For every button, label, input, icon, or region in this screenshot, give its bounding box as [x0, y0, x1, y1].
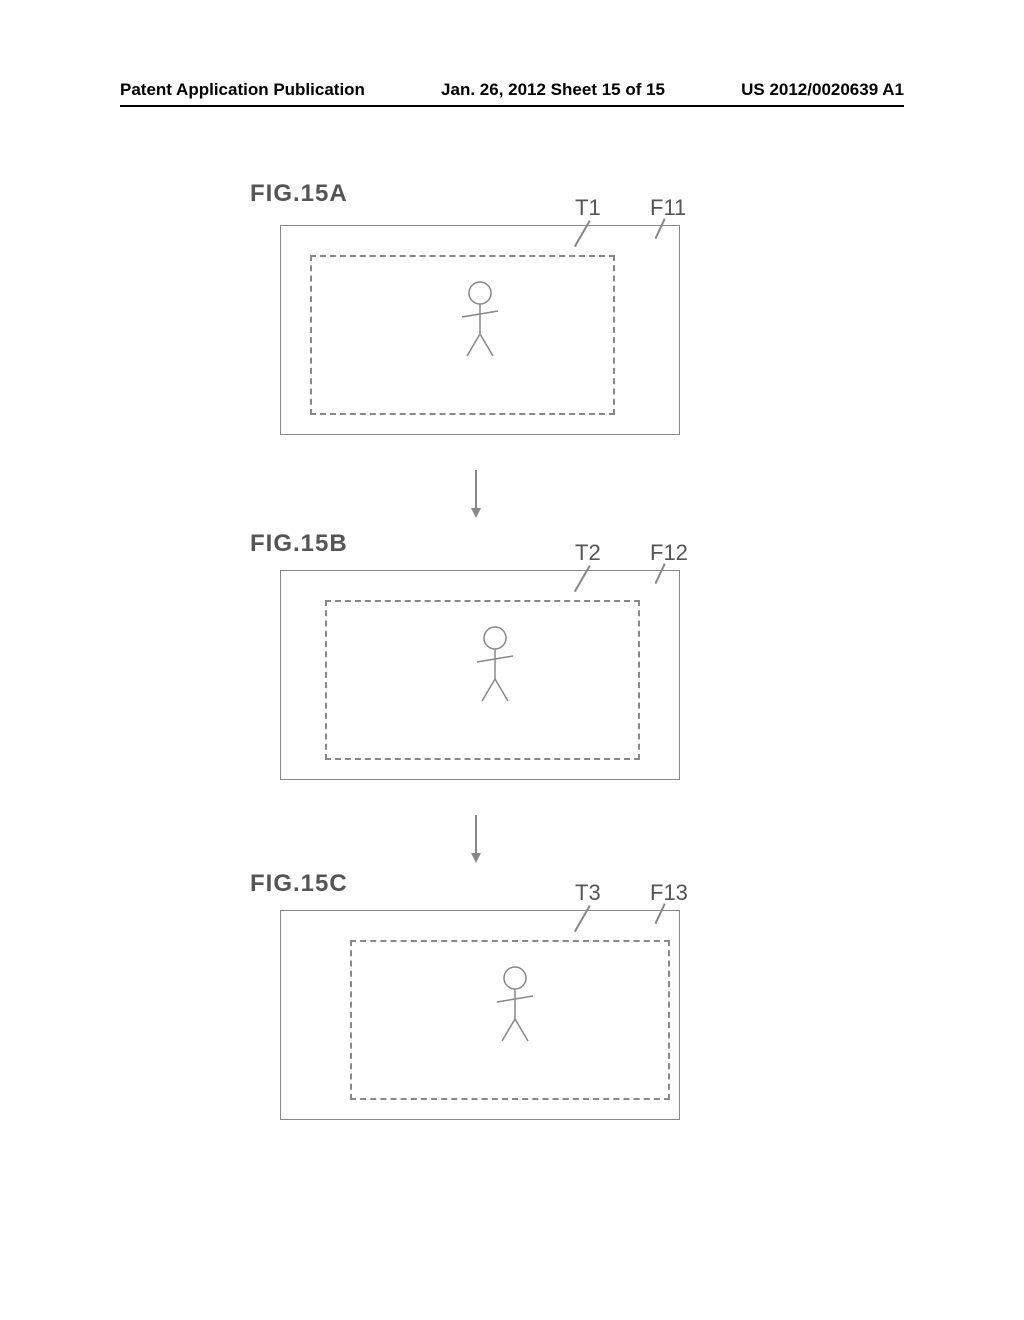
stick-figure-icon [445, 280, 515, 370]
header-right: US 2012/0020639 A1 [741, 80, 904, 100]
outer-region-label: F13 [650, 880, 688, 906]
figure-label: FIG.15C [250, 870, 348, 898]
figure-label: FIG.15A [250, 180, 348, 208]
inner-region-label: T1 [575, 195, 601, 221]
arrow-down-icon [475, 470, 477, 510]
inner-region-label: T3 [575, 880, 601, 906]
figure-label: FIG.15B [250, 530, 348, 558]
page-header: Patent Application Publication Jan. 26, … [0, 80, 1024, 100]
header-divider [120, 105, 904, 107]
header-left: Patent Application Publication [120, 80, 365, 100]
header-center: Jan. 26, 2012 Sheet 15 of 15 [441, 80, 665, 100]
inner-region-label: T2 [575, 540, 601, 566]
outer-region-label: F12 [650, 540, 688, 566]
stick-figure-icon [460, 625, 530, 715]
stick-figure-icon [480, 965, 550, 1055]
outer-region-label: F11 [650, 195, 686, 221]
arrow-down-icon [475, 815, 477, 855]
